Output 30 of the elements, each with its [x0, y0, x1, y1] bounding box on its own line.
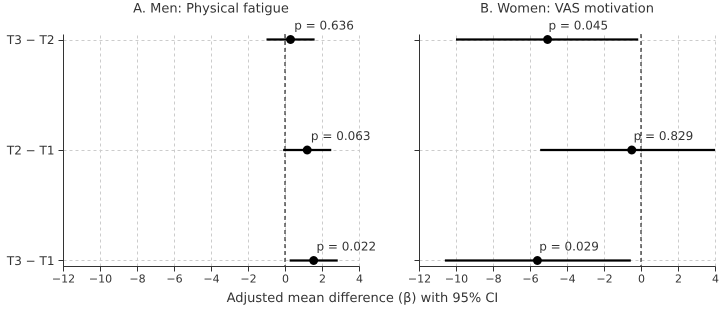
- x-tick-label: 4: [356, 272, 363, 286]
- annotation: p = 0.045: [548, 18, 608, 33]
- x-tick-label: 0: [282, 272, 289, 286]
- x-tick-label: −12: [408, 272, 432, 286]
- x-tick-label: −8: [485, 272, 502, 286]
- x-tick-label: −6: [166, 272, 183, 286]
- x-tick-label: −6: [522, 272, 539, 286]
- annotation: p = 0.029: [539, 239, 599, 254]
- chart-title: B. Women: VAS motivation: [480, 2, 654, 17]
- x-tick-label: −2: [596, 272, 613, 286]
- x-tick-label: −10: [88, 272, 112, 286]
- x-tick-label: −4: [559, 272, 576, 286]
- annotation: p = 0.829: [634, 129, 694, 143]
- y-tick-label: T3 − T1: [6, 254, 54, 268]
- chart-title: A. Men: Physical fatigue: [133, 2, 289, 17]
- x-tick-label: −8: [129, 272, 146, 286]
- x-tick-label: −12: [52, 272, 76, 286]
- annotation: p = 0.063: [310, 129, 371, 143]
- annotation: p = 0.022: [316, 239, 376, 254]
- x-tick-label: 2: [319, 272, 326, 286]
- x-tick-label: −2: [240, 272, 257, 286]
- x-axis-title: Adjusted mean difference (β) with 95% CI: [226, 291, 498, 306]
- x-tick-label: 4: [712, 272, 719, 286]
- x-tick-label: 0: [638, 272, 645, 286]
- x-tick-label: 2: [675, 272, 682, 286]
- y-tick-label: T2 − T1: [6, 144, 54, 158]
- x-tick-label: −10: [444, 272, 468, 286]
- annotation: p = 0.636: [294, 18, 354, 33]
- y-tick-label: T3 − T2: [6, 33, 54, 48]
- x-tick-label: −4: [203, 272, 220, 286]
